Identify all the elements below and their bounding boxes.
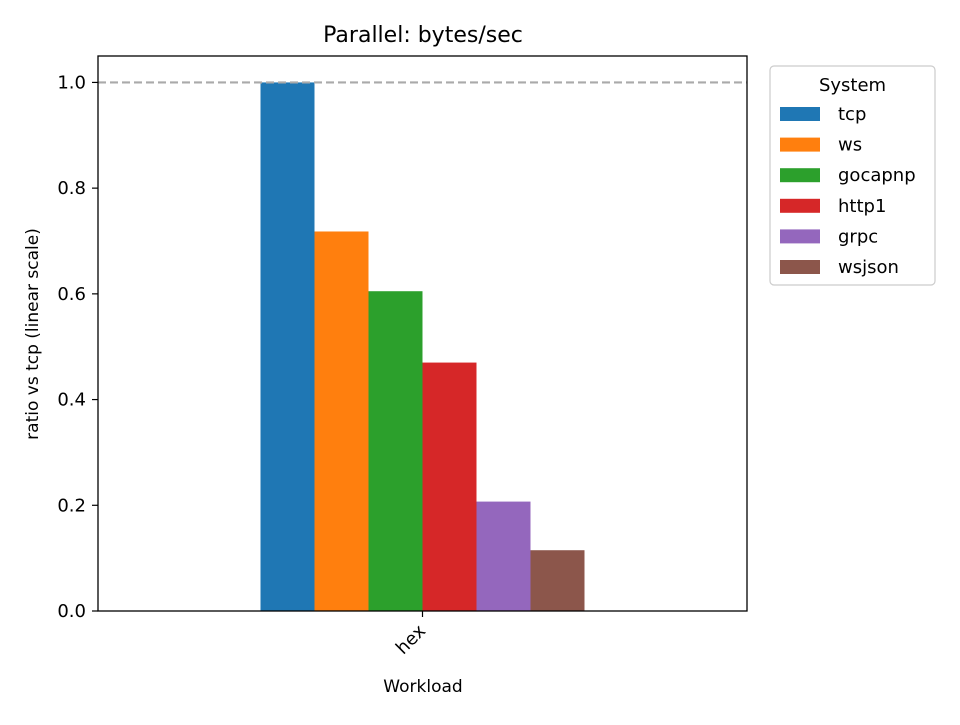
x-axis-label: Workload	[383, 677, 462, 697]
y-axis-label: ratio vs tcp (linear scale)	[23, 228, 43, 440]
legend-swatch-grpc	[780, 229, 820, 244]
bar-tcp	[260, 82, 315, 611]
legend-title: System	[819, 75, 886, 96]
plot-area: 0.0 0.2 0.4 0.6 0.8 1.0 hex	[57, 55, 748, 659]
legend-swatch-tcp	[780, 107, 820, 121]
bar-wsjson	[530, 550, 585, 611]
legend-label-http1: http1	[838, 196, 886, 217]
y-tick-label: 1.0	[57, 72, 86, 93]
legend-swatch-gocapnp	[780, 168, 820, 183]
bar-http1	[422, 362, 477, 611]
legend-label-wsjson: wsjson	[838, 257, 899, 278]
y-tick-label: 0.6	[57, 284, 86, 305]
bar-gocapnp	[368, 291, 423, 611]
legend-label-grpc: grpc	[838, 226, 878, 247]
bar-ws	[314, 231, 369, 611]
y-tick-label: 0.2	[57, 495, 86, 516]
y-tick-label: 0.4	[57, 390, 86, 411]
y-tick-label: 0.8	[57, 178, 86, 199]
legend-swatch-wsjson	[780, 260, 820, 274]
y-tick-label: 0.0	[57, 601, 86, 622]
legend-swatch-http1	[780, 198, 820, 213]
bar-grpc	[476, 501, 531, 611]
legend: System tcp ws gocapnp http1 grpc wsjson	[769, 65, 936, 286]
x-tick-label: hex	[392, 620, 430, 658]
legend-swatch-ws	[780, 137, 820, 152]
chart-title: Parallel: bytes/sec	[323, 23, 523, 48]
legend-label-ws: ws	[838, 135, 862, 156]
legend-label-gocapnp: gocapnp	[838, 165, 916, 186]
legend-label-tcp: tcp	[838, 104, 866, 125]
